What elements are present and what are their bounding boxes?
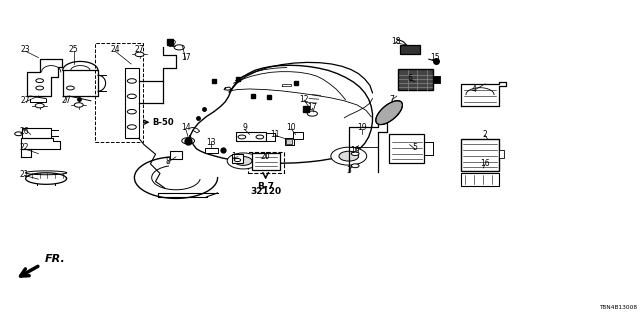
Text: 15: 15: [430, 53, 440, 62]
Text: 4: 4: [471, 85, 476, 94]
Bar: [499, 150, 504, 158]
Text: 17: 17: [307, 103, 317, 112]
Bar: [461, 139, 499, 171]
Circle shape: [351, 164, 359, 168]
Text: 20: 20: [260, 152, 271, 161]
Text: 17: 17: [180, 53, 191, 62]
Text: 26: 26: [19, 127, 29, 136]
Circle shape: [127, 109, 136, 114]
Text: 1: 1: [231, 152, 236, 161]
Text: 12: 12: [300, 95, 308, 104]
Text: 16: 16: [480, 159, 490, 168]
Bar: [95, 43, 143, 142]
Circle shape: [174, 45, 184, 50]
Bar: [232, 154, 243, 163]
Circle shape: [127, 125, 136, 129]
Bar: [293, 132, 303, 139]
Text: B-50: B-50: [152, 118, 174, 127]
Circle shape: [307, 111, 317, 116]
Text: 5: 5: [412, 143, 417, 152]
Text: 24: 24: [110, 45, 120, 54]
Bar: [125, 68, 139, 138]
Circle shape: [227, 153, 259, 169]
Text: 3: 3: [346, 166, 351, 175]
Text: 25: 25: [68, 45, 79, 54]
Bar: [236, 132, 266, 141]
Text: 11: 11: [271, 130, 280, 139]
Text: 22: 22: [20, 143, 29, 152]
Circle shape: [127, 94, 136, 99]
Bar: [400, 45, 420, 54]
Bar: [22, 128, 51, 138]
Text: B-7: B-7: [257, 182, 274, 191]
Text: 27: 27: [61, 96, 71, 105]
Text: 2: 2: [483, 130, 488, 139]
Circle shape: [135, 52, 144, 57]
Text: 12: 12: [167, 40, 176, 49]
Bar: [286, 139, 292, 144]
Circle shape: [238, 135, 246, 139]
Text: 19: 19: [350, 146, 360, 155]
Circle shape: [67, 86, 74, 90]
Text: 13: 13: [206, 138, 216, 147]
Text: 21: 21: [20, 170, 29, 179]
Circle shape: [74, 103, 83, 107]
Circle shape: [182, 138, 195, 144]
Text: 7: 7: [389, 95, 394, 104]
Bar: [398, 69, 433, 90]
Circle shape: [351, 152, 359, 156]
Circle shape: [256, 135, 264, 139]
Bar: [248, 152, 284, 173]
Text: 19: 19: [356, 124, 367, 132]
Text: 23: 23: [20, 45, 31, 54]
Circle shape: [234, 156, 252, 165]
Circle shape: [234, 158, 241, 162]
Text: 9: 9: [242, 124, 247, 132]
Circle shape: [127, 79, 136, 83]
Text: 18: 18: [391, 37, 400, 46]
Circle shape: [35, 103, 44, 108]
Text: 27: 27: [134, 45, 145, 54]
Bar: [389, 134, 424, 163]
Text: 6: 6: [407, 74, 412, 83]
Bar: [433, 76, 440, 83]
Circle shape: [331, 147, 367, 165]
Bar: [285, 138, 294, 145]
Circle shape: [36, 79, 44, 83]
Bar: [170, 151, 182, 159]
Text: FR.: FR.: [45, 254, 65, 264]
Text: 32120: 32120: [250, 188, 281, 196]
Text: 27: 27: [20, 96, 31, 105]
Bar: [205, 148, 218, 153]
Circle shape: [339, 151, 358, 161]
Text: 10: 10: [286, 124, 296, 132]
Bar: [252, 153, 280, 170]
Polygon shape: [376, 101, 403, 124]
Text: T8N4B13008: T8N4B13008: [598, 305, 637, 310]
Text: 8: 8: [165, 157, 170, 166]
Bar: [461, 173, 499, 186]
Text: 14: 14: [180, 123, 191, 132]
Circle shape: [15, 132, 22, 136]
Circle shape: [36, 86, 44, 90]
